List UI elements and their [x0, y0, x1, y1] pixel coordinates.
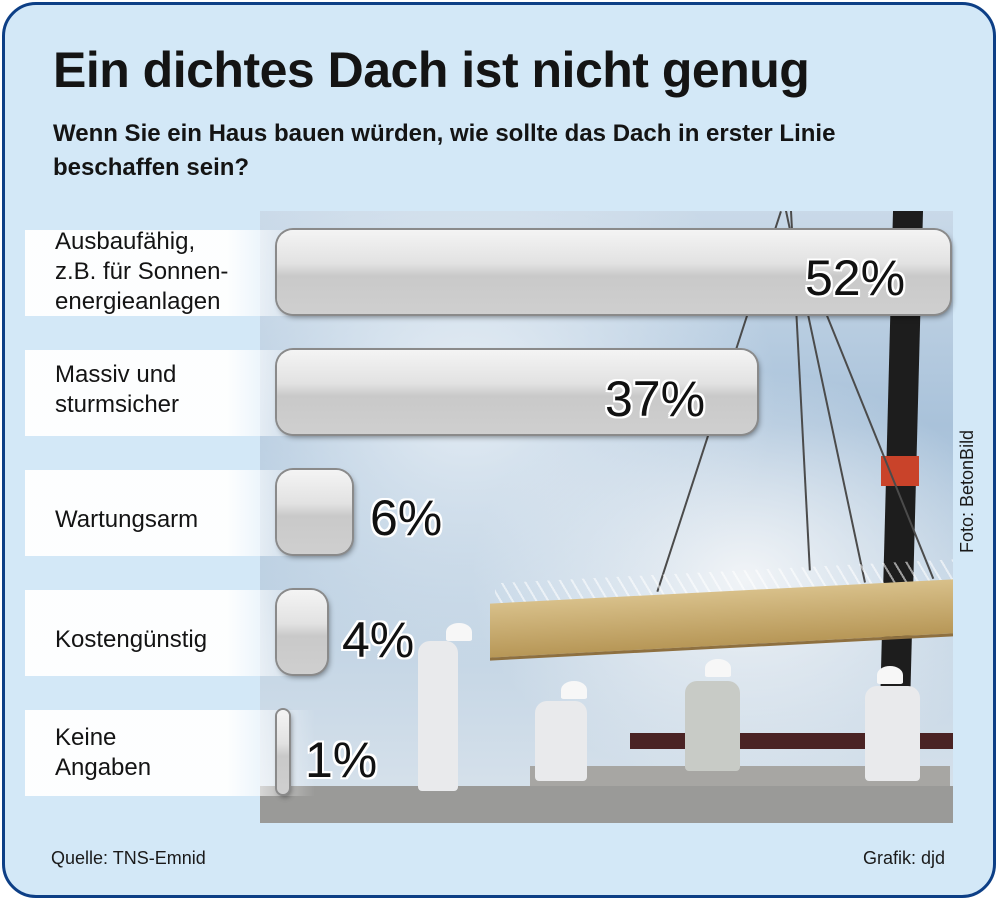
photo-credit: Foto: BetonBild [957, 429, 977, 553]
label-line: Wartungsarm [55, 506, 199, 533]
source-note: Quelle: TNS-Emnid [51, 848, 206, 868]
bar-value: 1% [305, 732, 378, 788]
label-line: Kostengünstig [55, 626, 208, 653]
label-line: z.B. für Sonnen- [55, 258, 229, 285]
bar-value: 4% [342, 612, 415, 668]
label-strip [25, 350, 315, 436]
chart-subtitle: Wenn Sie ein Haus bauen würden, wie soll… [53, 120, 836, 181]
concrete-slab [260, 786, 953, 823]
bar-value: 52% [805, 250, 906, 306]
bar-wartungsarm [277, 470, 352, 554]
label-strip [25, 710, 315, 796]
label-strip [25, 470, 315, 556]
crane-band [881, 456, 919, 486]
bar-keine-angaben [277, 710, 289, 794]
bar-label: Ausbaufähig, z.B. für Sonnen- energieanl… [55, 227, 228, 317]
worker-figure [535, 701, 587, 781]
label-strip [25, 230, 315, 316]
bar-ausbaufaehig [277, 230, 950, 314]
label-line: Keine [55, 724, 117, 751]
label-line: Ausbaufähig, [55, 228, 196, 255]
label-line: energieanlagen [55, 288, 221, 315]
bar-value: 6% [370, 490, 443, 546]
label-line: Angaben [55, 754, 152, 781]
label-line: sturmsicher [55, 391, 180, 418]
bar-value: 37% [605, 371, 706, 427]
graphic-credit: Grafik: djd [862, 848, 945, 868]
hard-hat [446, 623, 472, 641]
hard-hat [561, 681, 587, 699]
hard-hat [877, 666, 903, 684]
label-line: Massiv und [55, 361, 177, 388]
bar-massiv [277, 350, 757, 434]
worker-figure [418, 641, 458, 791]
bar-kostenguenstig [277, 590, 327, 674]
worker-figure [865, 686, 920, 781]
label-strip [25, 590, 315, 676]
bar-label: Massiv und sturmsicher [55, 360, 179, 420]
bar-label: Wartungsarm [55, 505, 198, 535]
worker-figure [685, 681, 740, 771]
bar-label: Keine Angaben [55, 723, 151, 783]
bar-label: Kostengünstig [55, 625, 207, 655]
hard-hat [705, 659, 731, 677]
chart-title: Ein dichtes Dach ist nicht genug [53, 42, 810, 98]
